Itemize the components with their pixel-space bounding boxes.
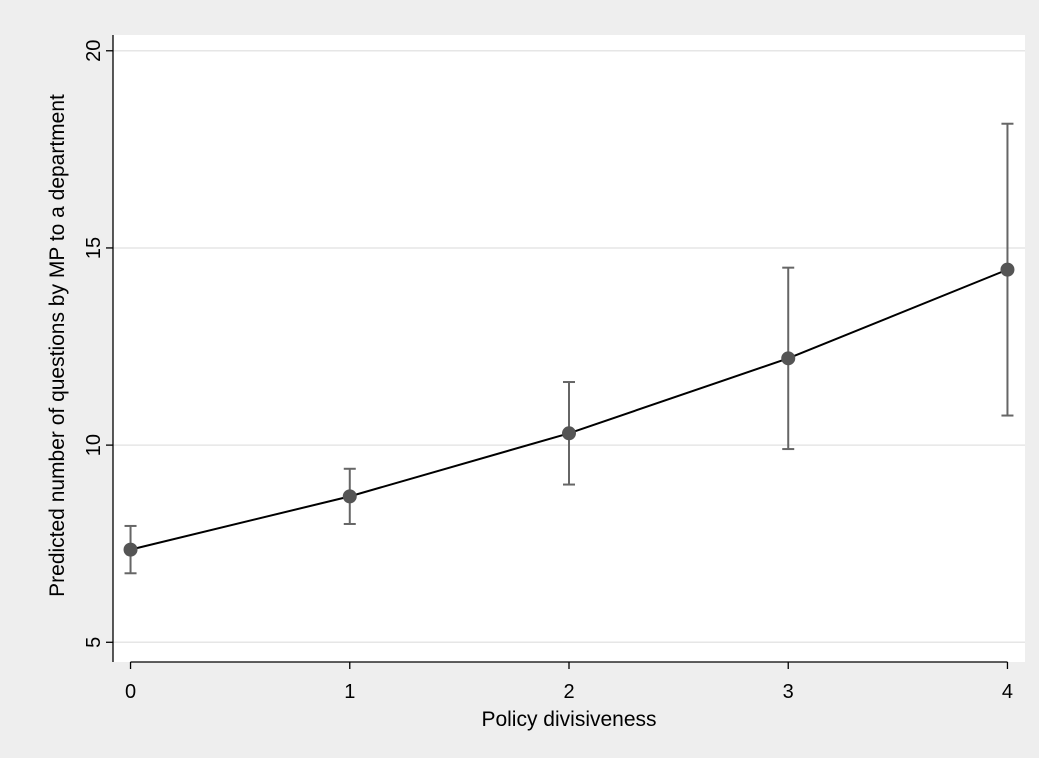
data-point-1 [342,489,357,504]
tick-label-layer: 5 10 15 20 0 1 2 3 4 [83,40,1013,703]
x-tick-label-1: 1 [344,681,355,703]
data-point-2 [562,426,576,441]
marker-layer [123,262,1015,557]
y-tick-label-20: 20 [83,40,105,62]
axis-layer [106,35,1009,669]
y-tick-label-10: 10 [83,434,105,456]
data-point-4 [1000,262,1015,277]
y-axis-title: Predicted number of questions by MP to a… [46,94,69,597]
plot-area [113,35,1025,662]
x-tick-label-2: 2 [563,681,574,703]
x-tick-label-4: 4 [1002,681,1013,703]
x-tick-label-3: 3 [783,681,794,703]
y-tick-label-5: 5 [83,637,105,648]
data-point-3 [781,351,796,366]
x-tick-label-0: 0 [125,681,136,703]
data-point-0 [123,542,138,557]
x-axis-title: Policy divisiveness [481,708,656,731]
y-tick-label-15: 15 [83,237,105,259]
